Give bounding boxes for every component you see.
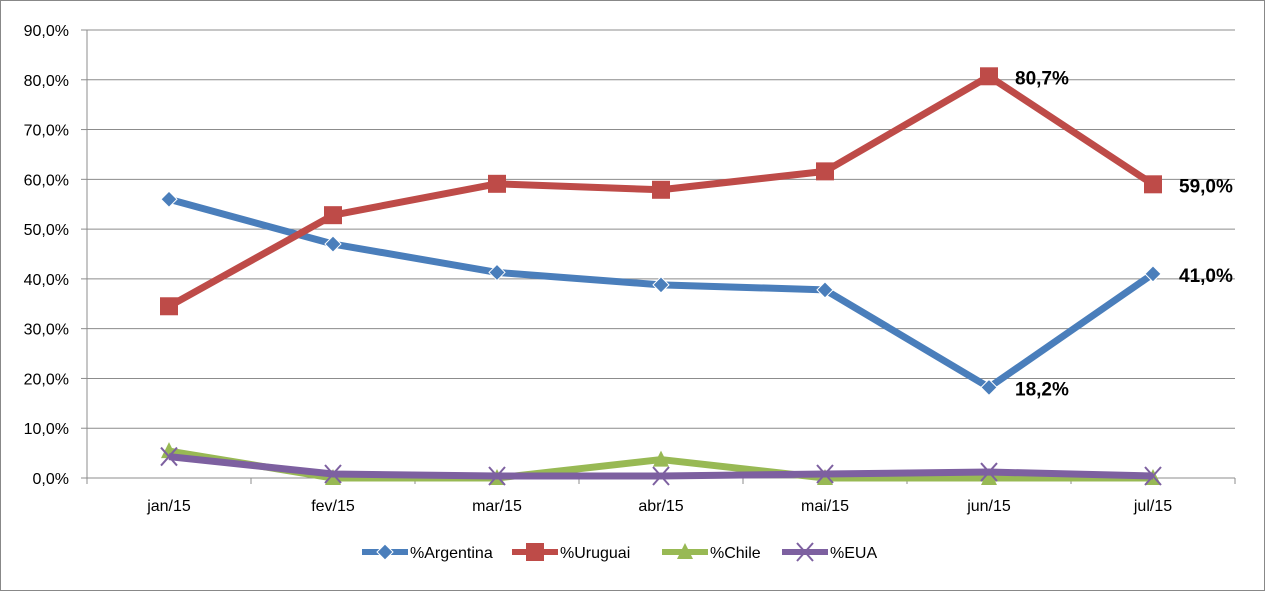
x-tick-label: jun/15 [966,498,1011,515]
marker-stroke [1144,466,1162,486]
data-label-argentina: 18,2% [1015,379,1069,400]
data-point-eua [816,464,834,484]
y-tick-label: 20,0% [24,371,69,388]
legend-item-argentina: %Argentina [362,543,493,562]
marker-stroke [488,466,506,486]
y-tick-label: 90,0% [24,23,69,40]
y-tick-label: 70,0% [24,123,69,140]
y-tick-label: 10,0% [24,421,69,438]
data-point-eua [1144,466,1162,486]
y-tick-label: 50,0% [24,222,69,239]
x-tick-label: jan/15 [146,498,191,515]
marker-stroke [816,464,834,484]
legend-label: %Chile [710,545,761,562]
data-point-eua [488,466,506,486]
data-point-eua [652,466,670,486]
y-tick-label: 80,0% [24,73,69,90]
legend-item-uruguai: %Uruguai [512,543,630,562]
data-point-argentina [1144,265,1162,283]
data-point-argentina [160,190,178,208]
data-label-argentina: 41,0% [1179,266,1233,287]
x-tick-label: abr/15 [638,498,683,515]
data-point-argentina [324,235,342,253]
data-point-argentina [488,263,506,282]
legend-item-chile: %Chile [662,543,761,562]
y-tick-label: 30,0% [24,322,69,339]
data-point-uruguai [488,174,506,193]
data-point-uruguai [980,67,998,86]
data-label-uruguai: 80,7% [1015,68,1069,89]
data-point-uruguai [816,162,834,181]
marker-stroke [324,464,342,484]
marker-stroke [796,542,814,562]
legend-label: %EUA [830,545,877,562]
data-label-uruguai: 59,0% [1179,176,1233,197]
marker-stroke [980,462,998,482]
x-tick-label: mar/15 [472,498,522,515]
legend-label: %Uruguai [560,545,630,562]
y-tick-label: 0,0% [33,471,69,488]
data-point-eua [160,446,178,467]
data-point-eua [324,464,342,484]
y-tick-label: 40,0% [24,272,69,289]
x-tick-label: mai/15 [801,498,849,515]
data-point-chile [981,469,997,485]
marker-stroke [160,446,178,467]
legend-marker-chile [677,543,693,559]
marker-stroke [652,466,670,486]
data-point-eua [980,462,998,482]
legend-marker-eua [796,542,814,562]
legend-label: %Argentina [410,545,493,562]
legend-marker-uruguai [526,543,544,561]
data-point-uruguai [1144,175,1162,194]
data-point-chile [653,450,669,467]
y-tick-label: 60,0% [24,172,69,189]
data-point-uruguai [160,297,178,316]
legend-marker-argentina [376,543,394,561]
legend-item-eua: %EUA [782,542,877,562]
x-tick-label: jul/15 [1133,498,1172,515]
data-point-uruguai [324,206,342,225]
data-point-argentina [980,378,998,397]
data-point-argentina [816,281,834,299]
data-point-argentina [652,276,670,294]
x-tick-label: fev/15 [311,498,355,515]
data-point-uruguai [652,180,670,199]
